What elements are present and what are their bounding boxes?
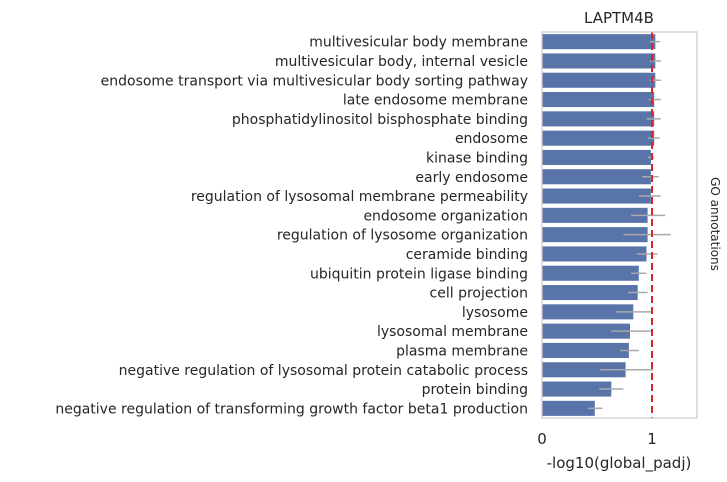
plot-frame <box>541 31 698 419</box>
category-label: lysosome <box>462 305 528 321</box>
bar <box>542 188 651 204</box>
bar <box>542 53 656 69</box>
category-label: protein binding <box>422 382 528 398</box>
category-label: kinase binding <box>426 150 528 166</box>
bar <box>542 34 656 50</box>
x-tick-label: 0 <box>537 430 547 448</box>
bar <box>542 149 651 165</box>
bar <box>542 285 638 301</box>
chart-title: LAPTM4B <box>584 9 654 27</box>
category-label: negative regulation of lysosomal protein… <box>119 363 528 379</box>
bar <box>542 130 655 146</box>
right-axis-label: GO annotations <box>708 177 722 271</box>
category-label: phosphatidylinositol bisphosphate bindin… <box>232 112 528 128</box>
category-label: ubiquitin protein ligase binding <box>310 266 528 282</box>
category-label: lysosomal membrane <box>377 324 528 340</box>
bar <box>542 111 655 127</box>
bar <box>542 227 648 243</box>
category-label: endosome transport via multivesicular bo… <box>101 73 528 89</box>
bar <box>542 304 634 320</box>
category-labels: multivesicular body membrane multivesicul… <box>55 35 528 418</box>
x-tick-label: 1 <box>647 430 657 448</box>
bar <box>542 362 626 378</box>
bar <box>542 265 639 281</box>
category-label: regulation of lysosome organization <box>277 228 528 244</box>
bar <box>542 92 655 108</box>
category-label: endosome <box>455 131 528 147</box>
bar <box>542 207 648 223</box>
bar <box>542 342 629 358</box>
x-axis-title: -log10(global_padj) <box>547 454 692 473</box>
category-label: plasma membrane <box>396 343 528 359</box>
category-label: early endosome <box>415 170 528 186</box>
category-label: regulation of lysosomal membrane permeab… <box>191 189 528 205</box>
bar <box>542 246 647 262</box>
category-label: negative regulation of transforming grow… <box>55 401 528 417</box>
bar <box>542 169 651 185</box>
bar <box>542 323 630 339</box>
bar <box>542 72 656 88</box>
bars-layer <box>542 34 656 416</box>
bar <box>542 400 595 416</box>
category-label: ceramide binding <box>406 247 528 263</box>
category-label: late endosome membrane <box>343 93 528 109</box>
category-label: multivesicular body, internal vesicle <box>275 54 528 70</box>
category-label: endosome organization <box>363 208 528 224</box>
category-label: cell projection <box>430 286 528 302</box>
category-label: multivesicular body membrane <box>309 35 528 51</box>
bar <box>542 381 612 397</box>
